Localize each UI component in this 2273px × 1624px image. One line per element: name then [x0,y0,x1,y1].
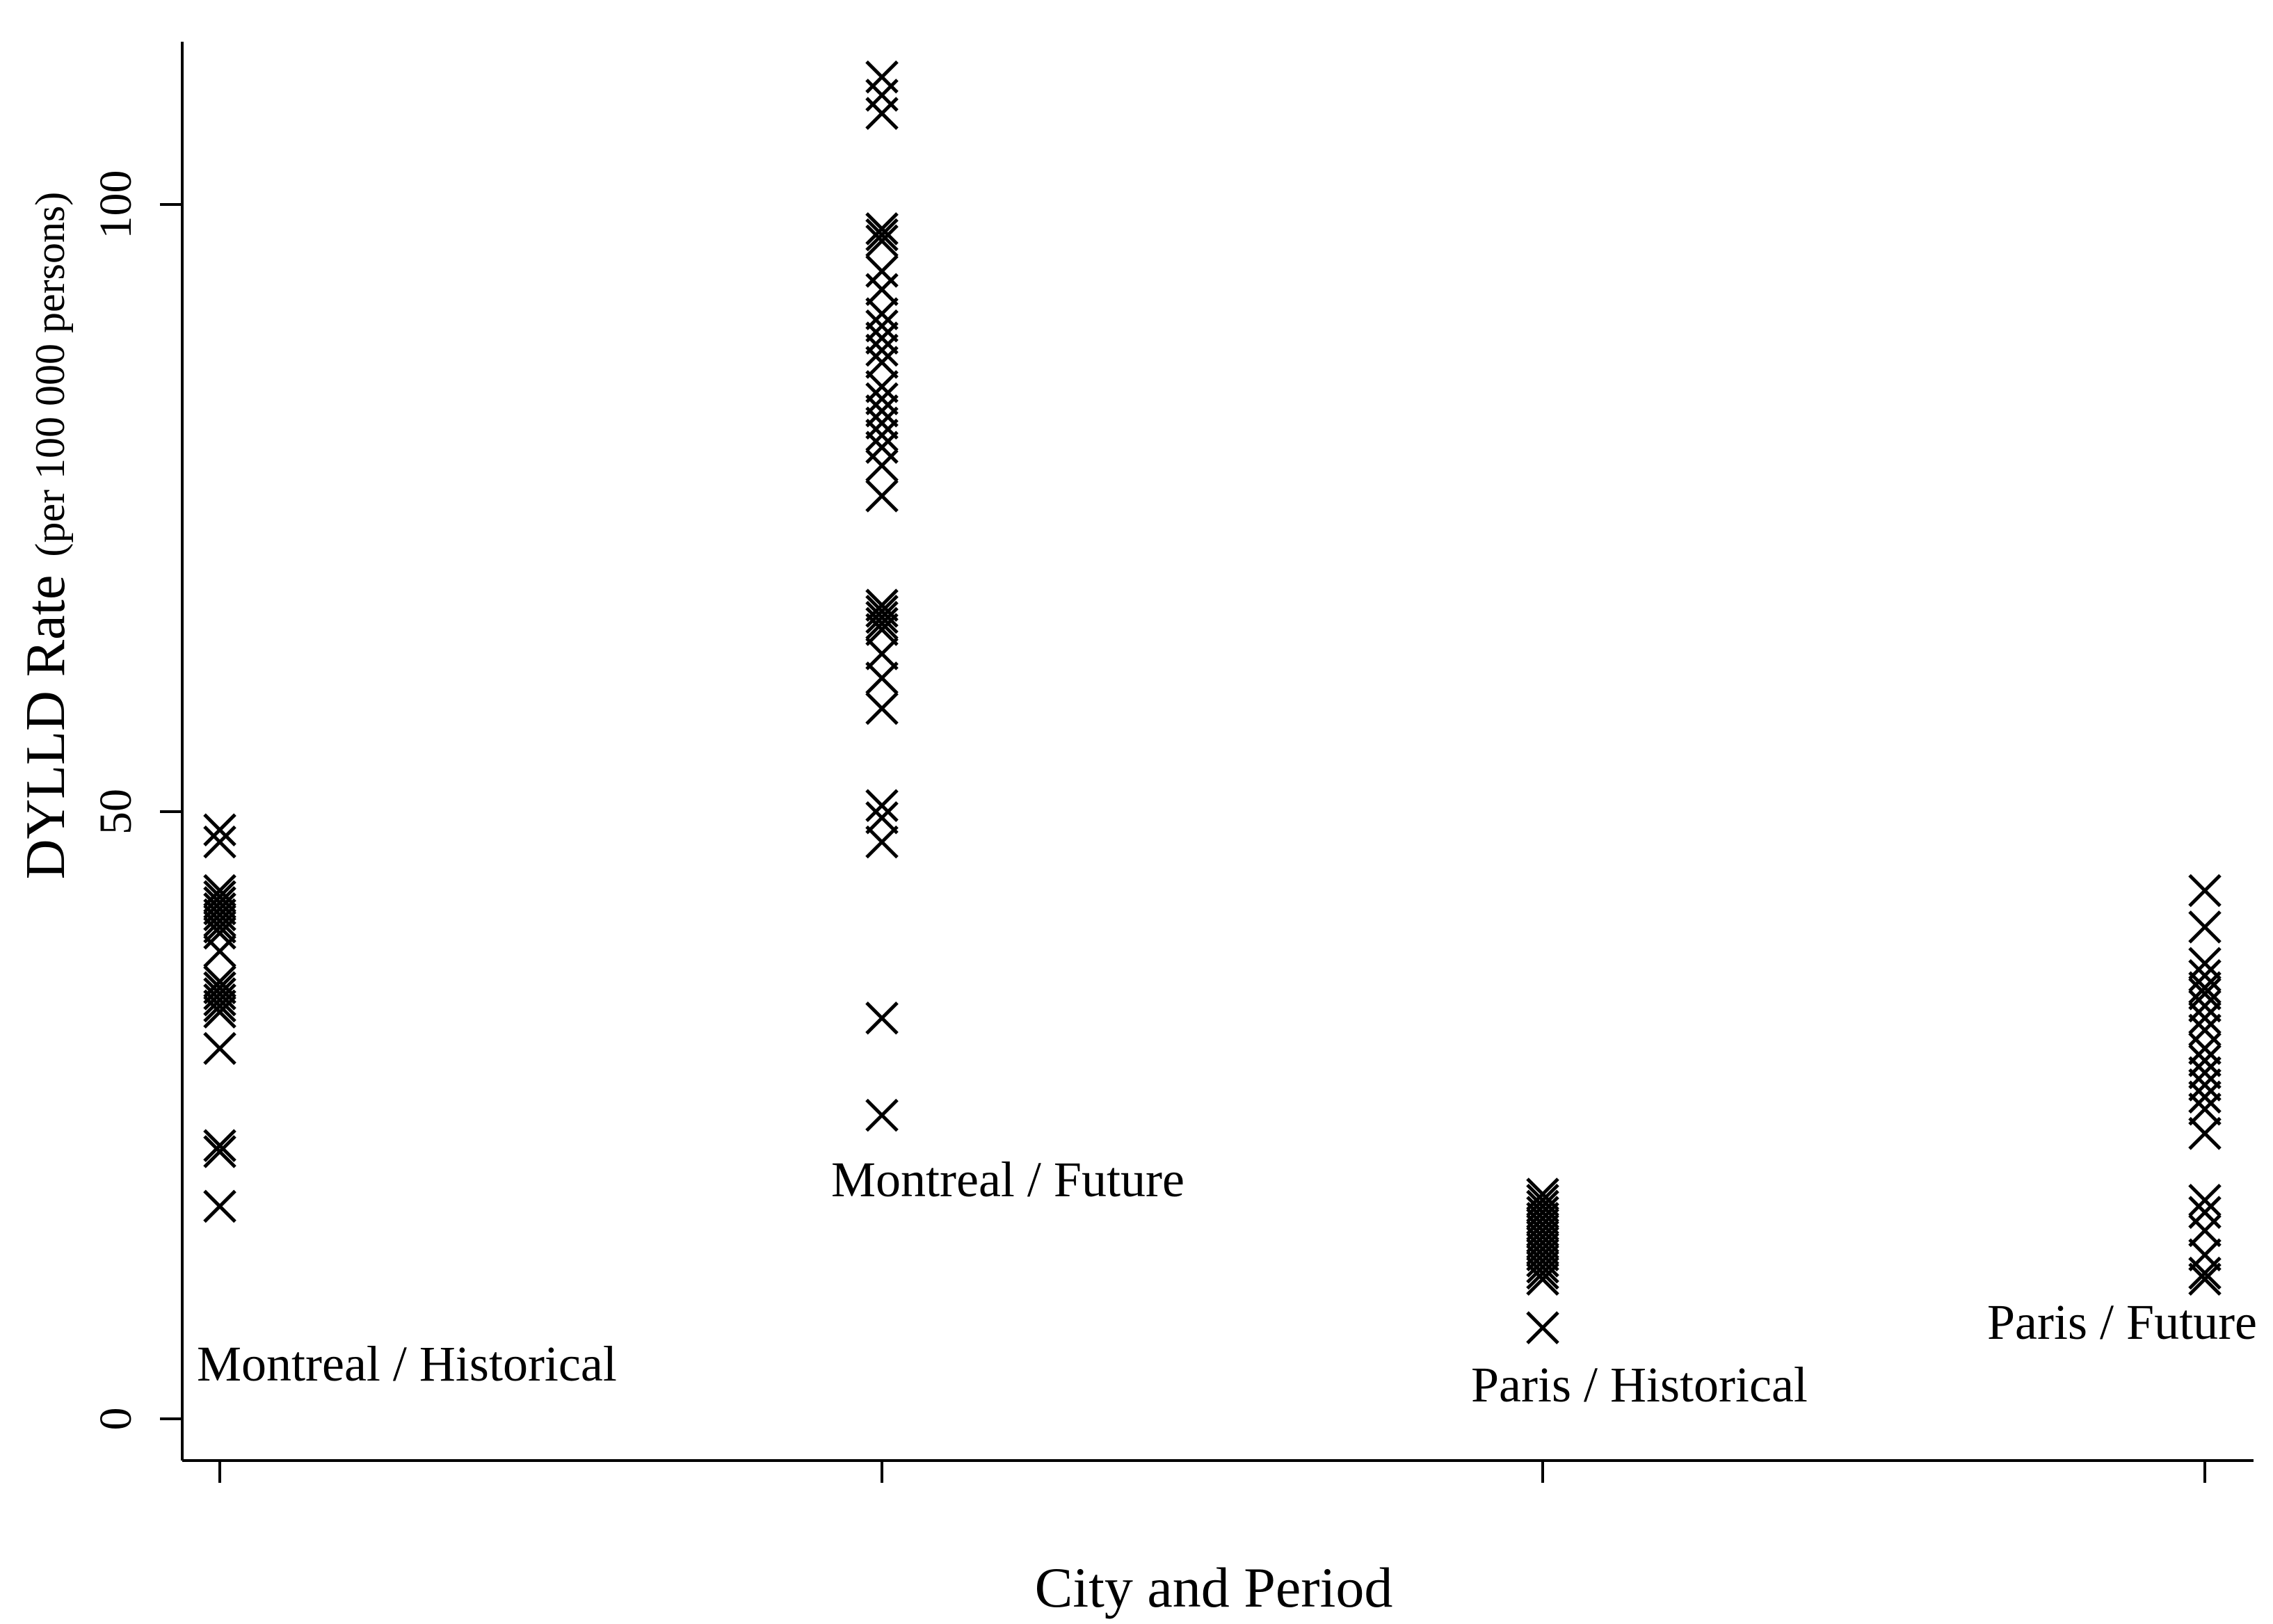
point-4-10 [2188,1031,2222,1066]
point-4-16 [2188,1116,2222,1150]
point-4-13 [2188,1068,2222,1102]
point-4-12 [2188,1056,2222,1090]
point-4-1 [2188,874,2222,908]
point-1-20 [203,1135,236,1168]
point-2-10 [865,309,899,343]
point-3-14 [1526,1256,1559,1290]
point-4-6 [2188,977,2222,1011]
group-label-3: Paris / Historical [1471,1357,1808,1413]
point-2-27 [865,637,899,670]
point-4-19 [2188,1214,2222,1248]
point-2-5 [865,218,899,252]
point-2-2 [865,79,899,112]
point-2-34 [865,1098,899,1132]
point-2-11 [865,321,899,355]
point-2-26 [865,613,899,646]
y-axis-title-main: DYLLD Rate [15,575,77,880]
point-2-28 [865,661,899,695]
y-tick-label-50: 50 [90,789,141,835]
group-label-2: Montreal / Future [831,1152,1184,1207]
point-1-21 [203,1189,236,1223]
point-1-1 [203,813,236,846]
point-2-12 [865,333,899,367]
point-2-25 [865,606,899,641]
point-2-20 [865,449,899,483]
group-label-1: Montreal / Historical [197,1336,617,1392]
y-axis-title: DYLLD Rate (per 100 000 persons) [15,192,77,880]
point-1-18 [203,1031,236,1066]
point-2-18 [865,418,899,452]
point-1-11 [203,935,236,968]
point-2-24 [865,600,899,634]
point-1-17 [203,995,236,1029]
point-1-9 [203,910,236,944]
point-2-4 [865,212,899,246]
y-tick-label-100: 100 [90,170,141,239]
x-axis-title: City and Period [1035,1556,1393,1619]
point-2-30 [865,789,899,823]
point-2-9 [865,297,899,330]
point-1-19 [203,1129,236,1162]
point-1-16 [203,989,236,1023]
y-axis-title-unit: (per 100 000 persons) [27,192,73,557]
y-tick-label-0: 0 [90,1408,141,1431]
point-4-3 [2188,947,2222,981]
point-4-17 [2188,1183,2222,1217]
point-2-15 [865,382,899,416]
group-label-4: Paris / Future [1987,1294,2257,1350]
point-2-21 [865,479,899,513]
point-4-14 [2188,1080,2222,1114]
point-4-11 [2188,1044,2222,1077]
point-1-2 [203,825,236,859]
point-2-17 [865,406,899,440]
point-4-15 [2188,1093,2222,1126]
point-4-22 [2188,1262,2222,1296]
point-1-15 [203,983,236,1017]
point-2-13 [865,346,899,379]
point-3-13 [1526,1250,1559,1284]
point-2-33 [865,1002,899,1035]
point-2-3 [865,97,899,130]
point-2-7 [865,255,899,288]
point-4-2 [2188,910,2222,944]
point-2-29 [865,691,899,725]
point-2-16 [865,394,899,428]
point-3-15 [1526,1262,1559,1296]
point-3-16 [1526,1311,1559,1344]
point-1-8 [203,904,236,938]
point-2-14 [865,370,899,403]
point-4-20 [2188,1238,2222,1272]
point-4-8 [2188,1002,2222,1035]
point-4-21 [2188,1256,2222,1290]
point-2-31 [865,801,899,835]
point-2-32 [865,825,899,859]
point-4-7 [2188,989,2222,1023]
point-2-1 [865,60,899,94]
point-2-6 [865,224,899,258]
point-2-8 [865,273,899,306]
